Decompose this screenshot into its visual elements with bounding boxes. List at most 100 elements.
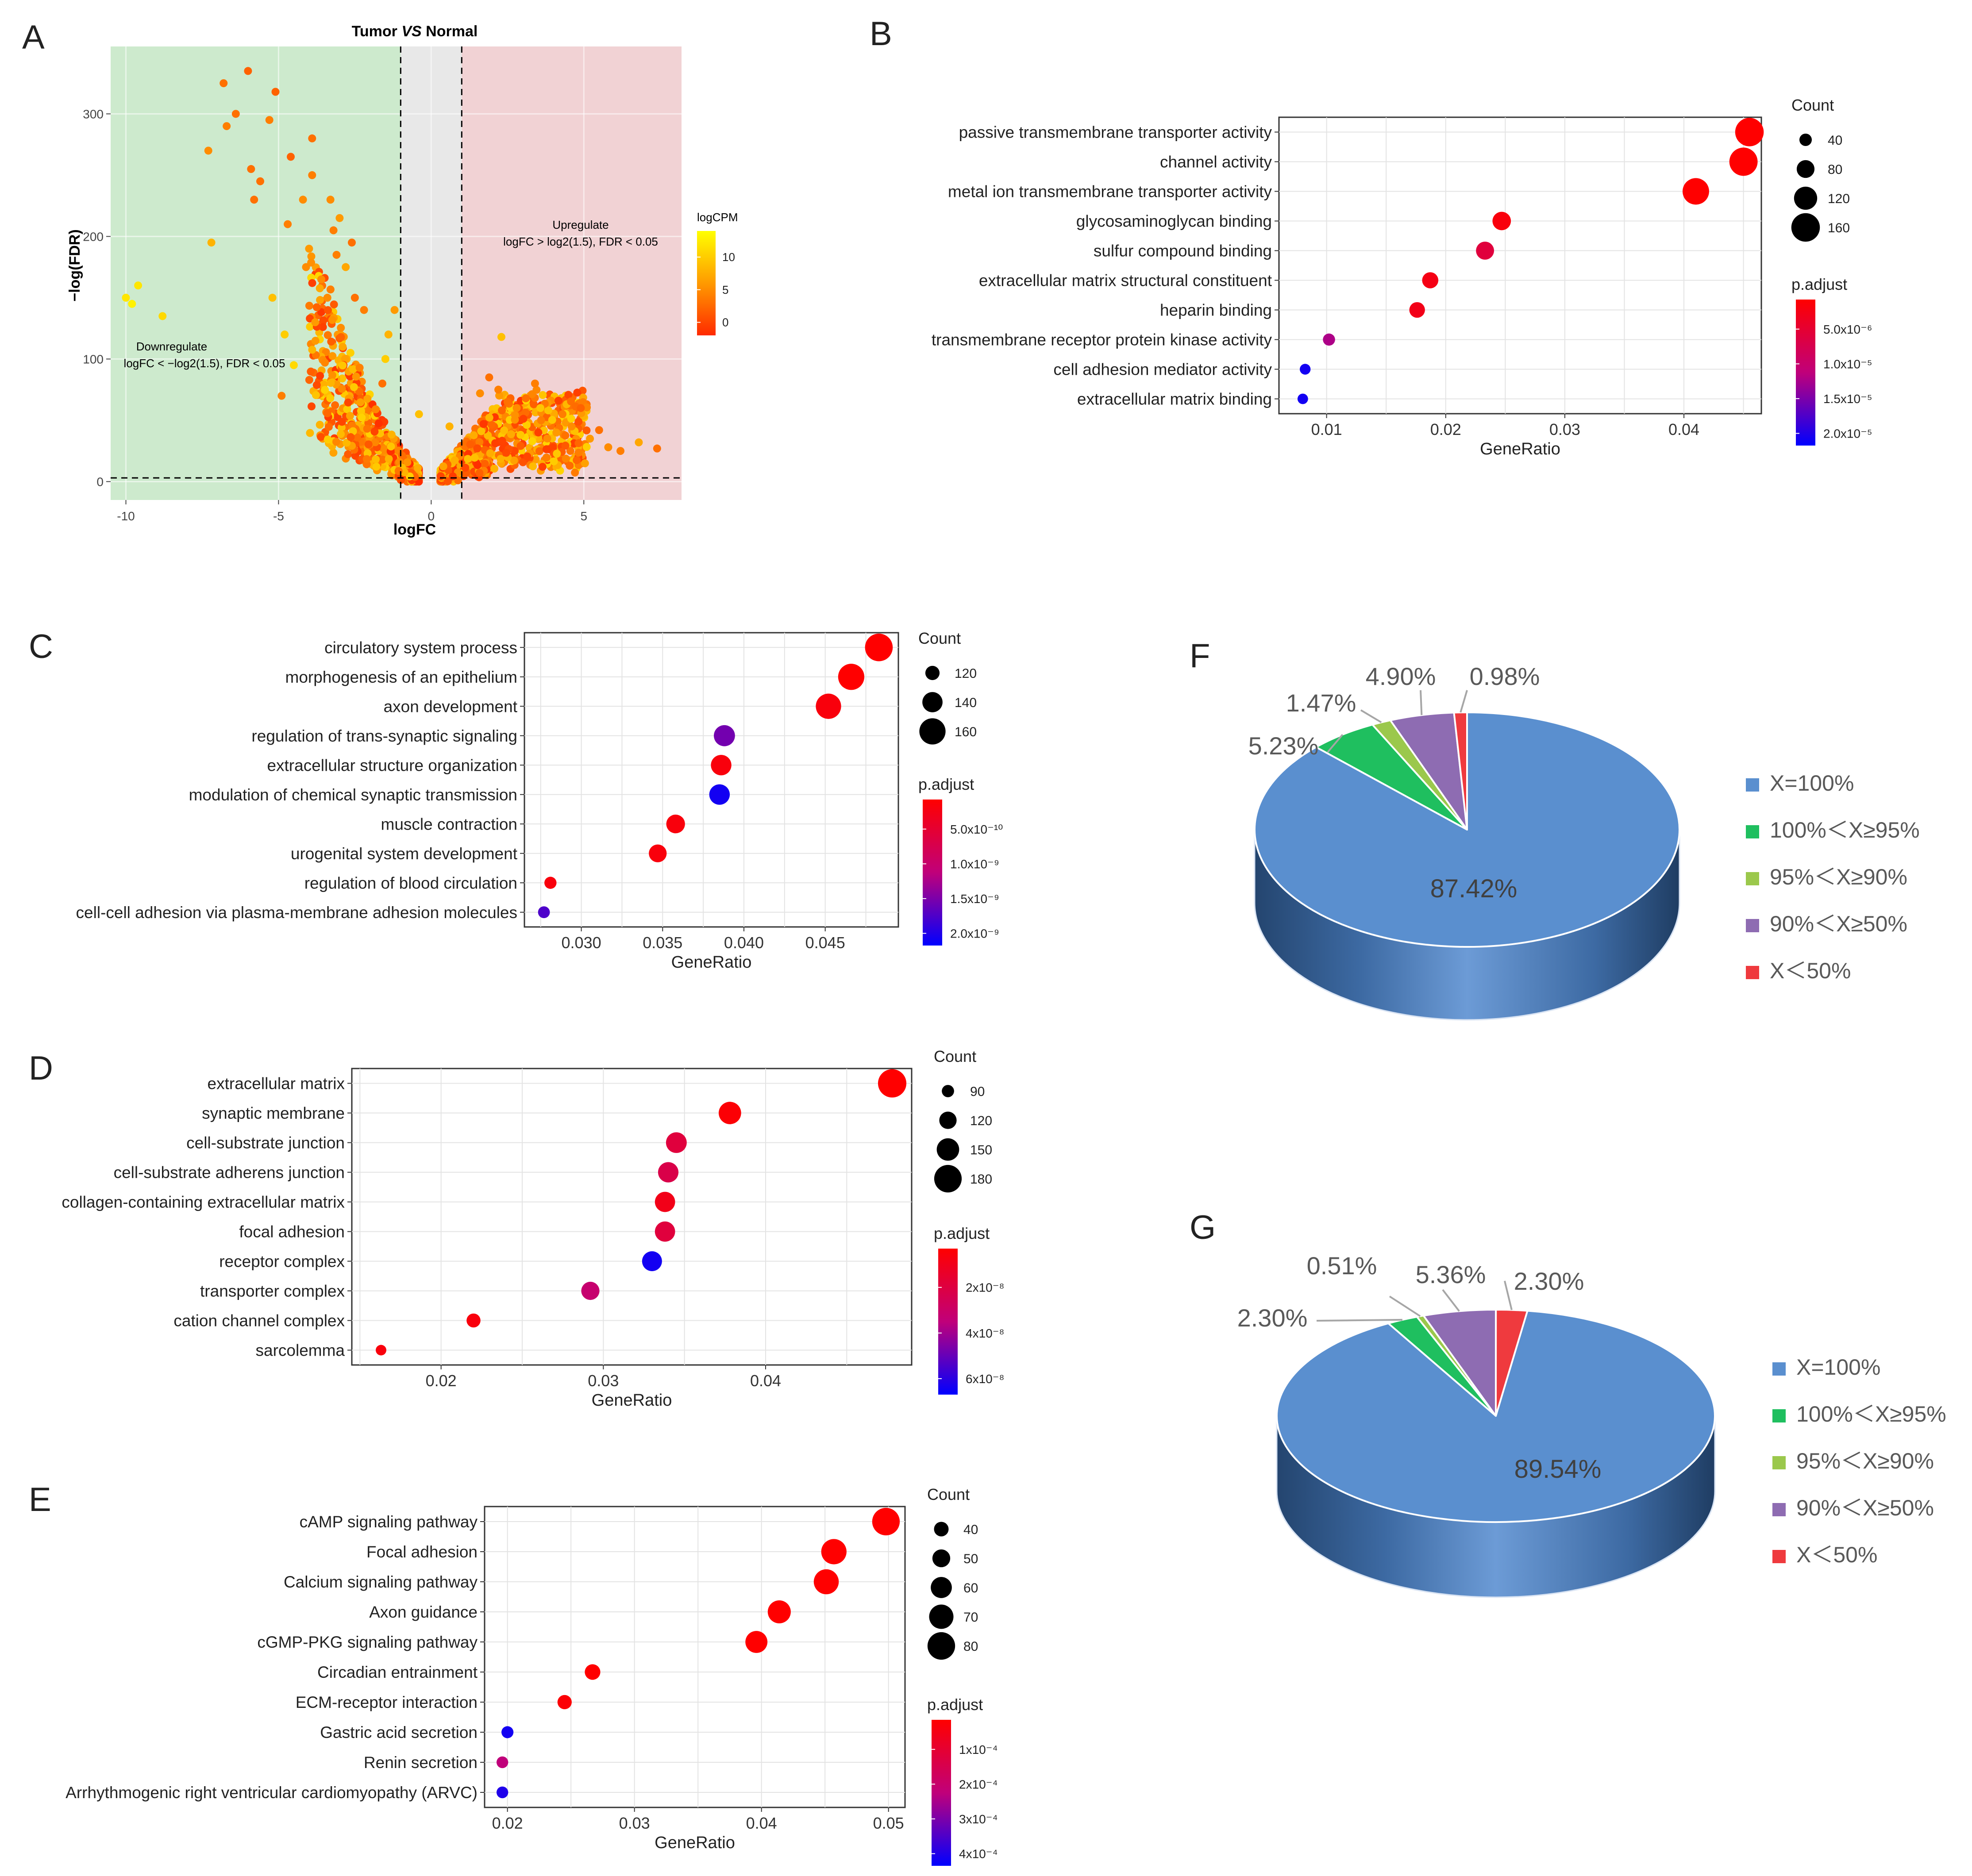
volcano-point <box>323 409 331 418</box>
volcano-point <box>507 430 515 438</box>
dotplot-c-grid <box>524 633 898 927</box>
dotplot-b-grid <box>1279 117 1761 414</box>
volcano-point <box>574 449 583 457</box>
dotplot-dot <box>496 1786 508 1799</box>
volcano-point <box>445 422 454 431</box>
go-bp-dotplot-panel: C circulatory system process morphogenesi… <box>29 628 1003 972</box>
volcano-point <box>372 462 381 471</box>
dotplot-term-label: modulation of chemical synaptic transmis… <box>189 786 517 804</box>
volcano-point <box>574 439 583 447</box>
count-legend-label: 120 <box>955 666 977 681</box>
volcano-point <box>479 420 488 428</box>
volcano-point <box>332 438 340 446</box>
volcano-point <box>534 428 543 437</box>
volcano-point <box>281 331 289 339</box>
volcano-point <box>539 391 547 399</box>
volcano-point <box>561 442 570 450</box>
pie-chart-g-panel: G 2.30% 0.51% 5.36% 2.30% 89.54% X=100% 100%＜… <box>1190 1209 1946 1598</box>
dotplot-term-label: extracellular structure organization <box>267 756 517 774</box>
dotplot-d-count-legend: Count 90 120 150 180 <box>934 1047 992 1193</box>
pie-slice-label: 2.30% <box>1237 1304 1308 1332</box>
kegg-dotplot-panel: E cAMP signaling pathway Focal adhesion Ca… <box>29 1481 998 1866</box>
dotplot-dot <box>655 1221 675 1242</box>
count-legend-label: 40 <box>963 1522 978 1537</box>
volcano-point <box>635 438 643 446</box>
volcano-point <box>319 316 327 324</box>
dotplot-term-label: cAMP signaling pathway <box>300 1513 478 1531</box>
dotplot-term-label: cell-substrate adherens junction <box>114 1164 345 1182</box>
count-legend-label: 160 <box>1828 221 1850 235</box>
padjust-tick-label: 4x10⁻⁴ <box>959 1847 998 1861</box>
volcano-point <box>497 333 505 341</box>
panel-label-f: F <box>1190 637 1210 675</box>
pie-legend-label: 95%＜X≥90% <box>1796 1449 1934 1473</box>
count-legend-dot <box>927 1632 955 1660</box>
dotplot-term-label: circulatory system process <box>324 638 517 657</box>
volcano-point <box>582 426 591 434</box>
count-legend-title: Count <box>918 629 961 647</box>
volcano-point <box>338 418 346 426</box>
count-legend-label: 150 <box>970 1143 992 1157</box>
dotplot-d-terms: extracellular matrix synaptic membrane cel… <box>62 1075 352 1360</box>
dotplot-x-tick-label: 0.02 <box>426 1372 457 1390</box>
volcano-point <box>415 410 423 419</box>
volcano-point <box>319 323 327 331</box>
dotplot-c-terms: circulatory system process morphogenesis … <box>76 638 524 922</box>
volcano-point <box>528 437 536 446</box>
dotplot-term-label: Circadian entrainment <box>317 1663 478 1681</box>
dotplot-dot <box>496 1756 508 1768</box>
volcano-point <box>299 196 307 204</box>
count-legend-title: Count <box>934 1047 976 1065</box>
count-legend-dot <box>932 1549 951 1568</box>
volcano-point <box>558 410 566 419</box>
dotplot-x-tick-label: 0.045 <box>805 934 845 952</box>
padjust-tick-label: 4x10⁻⁸ <box>966 1326 1004 1340</box>
volcano-point <box>134 281 143 290</box>
volcano-point <box>337 430 345 438</box>
count-legend-label: 120 <box>970 1114 992 1128</box>
volcano-point <box>564 391 573 399</box>
volcano-points <box>122 67 661 486</box>
pie-slice-label: 2.30% <box>1514 1267 1584 1295</box>
dotplot-x-tick-label: 0.03 <box>588 1372 619 1390</box>
volcano-point <box>498 406 506 415</box>
pie-legend-swatch <box>1746 872 1759 885</box>
volcano-point <box>344 398 352 407</box>
volcano-point <box>244 67 252 75</box>
pie-legend-label: X=100% <box>1796 1355 1880 1380</box>
dotplot-dot <box>544 876 557 889</box>
volcano-point <box>311 337 320 345</box>
pie-leader-line <box>1442 1289 1460 1312</box>
pie-legend-label: 90%＜X≥50% <box>1796 1495 1934 1520</box>
pie-legend-label: X＜50% <box>1796 1542 1877 1567</box>
dotplot-c-dots <box>538 633 893 919</box>
volcano-point <box>491 439 500 447</box>
volcano-point <box>390 306 399 314</box>
count-legend-label: 80 <box>963 1639 978 1654</box>
volcano-point <box>502 449 510 457</box>
dotplot-term-label: cell adhesion mediator activity <box>1053 361 1272 379</box>
count-legend-label: 80 <box>1828 162 1842 177</box>
count-legend-dot <box>939 1111 957 1129</box>
volcano-point <box>484 431 492 439</box>
volcano-point <box>331 401 339 409</box>
volcano-point <box>330 300 338 309</box>
count-legend-dot <box>929 1604 954 1629</box>
volcano-point <box>567 415 575 423</box>
volcano-point <box>335 214 344 222</box>
volcano-point <box>573 456 581 465</box>
dotplot-dot <box>1323 333 1335 346</box>
pie-legend-label: X=100% <box>1770 771 1854 796</box>
padjust-tick-label: 1.5x10⁻⁹ <box>950 892 999 906</box>
pie-legend-swatch <box>1772 1456 1786 1469</box>
logcpm-tick-label: 0 <box>722 316 728 329</box>
pie-f: 5.23% 1.47% 4.90% 0.98% 87.42% <box>1248 662 1680 1021</box>
dotplot-dot <box>872 1507 900 1536</box>
dotplot-term-label: ECM-receptor interaction <box>296 1693 478 1711</box>
pie-slice <box>1422 1308 1497 1417</box>
volcano-point <box>490 465 499 473</box>
dotplot-x-tick-label: 0.030 <box>562 934 601 952</box>
volcano-point <box>577 404 585 412</box>
volcano-point <box>347 433 355 441</box>
go-mf-dotplot-panel: B passive transmembrane transporter acti… <box>870 15 1872 458</box>
